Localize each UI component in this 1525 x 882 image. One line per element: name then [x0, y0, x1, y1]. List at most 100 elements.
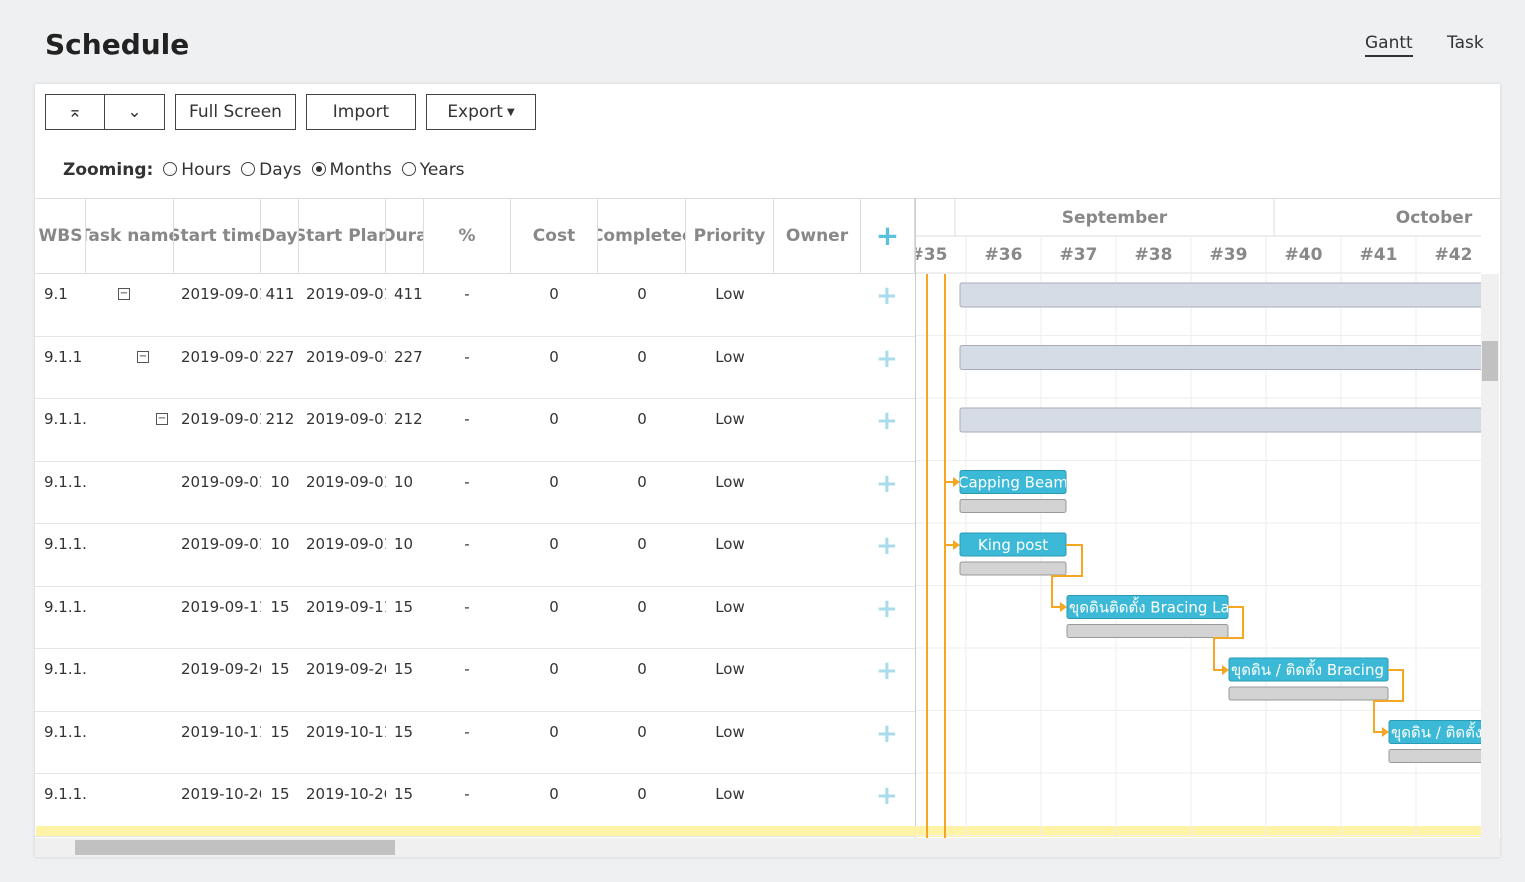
- toggle[interactable]: −: [137, 350, 149, 363]
- cell: Low: [715, 285, 745, 303]
- cell: 2019-09-01: [306, 535, 386, 553]
- expand-all[interactable]: ⌄: [104, 94, 165, 130]
- add-task[interactable]: +: [876, 406, 898, 436]
- week-label: #40: [1285, 245, 1323, 265]
- toggle[interactable]: −: [118, 288, 130, 300]
- summary-bar: [959, 282, 1481, 308]
- cell: -: [464, 285, 470, 303]
- cell: -: [464, 660, 470, 678]
- add-task[interactable]: +: [876, 781, 898, 811]
- add-task[interactable]: +: [876, 468, 898, 499]
- cell: 2019-09-01: [306, 347, 386, 366]
- column-header: Completec: [598, 198, 686, 273]
- h-scroll-thumb[interactable]: [75, 840, 395, 855]
- radio[interactable]: [241, 162, 256, 176]
- zoom-option[interactable]: Months: [329, 160, 392, 180]
- add-task[interactable]: +: [876, 656, 898, 686]
- cell: 0: [549, 660, 559, 678]
- radio[interactable]: [311, 162, 326, 176]
- cell: 0: [549, 410, 559, 428]
- zoom-option[interactable]: Hours: [181, 160, 232, 180]
- v-scroll-thumb[interactable]: [1482, 341, 1498, 381]
- cell: -: [464, 410, 470, 428]
- cell: 10: [394, 535, 414, 553]
- row-border: [35, 523, 915, 524]
- cell: Low: [715, 660, 745, 678]
- button[interactable]: Import: [306, 94, 416, 130]
- cell: 2019-09-01: [306, 285, 386, 303]
- cell: 15: [270, 660, 290, 678]
- cell: 9.1: [44, 285, 68, 303]
- baseline-bar: [1066, 624, 1229, 638]
- month-label: September: [1062, 208, 1168, 228]
- cell: Low: [715, 535, 745, 553]
- v-scrollbar[interactable]: [1481, 274, 1499, 838]
- link-arrow: [1382, 727, 1389, 737]
- cell: 2019-09-11: [181, 597, 261, 616]
- collapse-all[interactable]: ⌅: [45, 94, 105, 130]
- row-border: [35, 648, 915, 649]
- h-scrollbar[interactable]: [35, 838, 1500, 857]
- page-title: Schedule: [45, 28, 190, 61]
- cell: 2019-09-01: [181, 410, 261, 428]
- button[interactable]: Export ▼: [426, 94, 536, 130]
- cell: Low: [715, 472, 745, 491]
- week-label: #42: [1435, 245, 1473, 265]
- week-label: #37: [1060, 245, 1098, 265]
- row-border: [35, 585, 915, 587]
- cell: 10: [270, 472, 290, 491]
- button[interactable]: Full Screen: [175, 94, 296, 130]
- cell: 9.1.1.1: [44, 410, 86, 428]
- cell: 0: [637, 660, 647, 678]
- row-border: [35, 773, 915, 774]
- cell: 15: [394, 597, 414, 616]
- cell: 2019-10-26: [306, 785, 386, 803]
- cell: 15: [270, 722, 290, 741]
- toggle[interactable]: −: [156, 413, 168, 425]
- add-task[interactable]: +: [876, 718, 898, 749]
- task-label: Capping Beam: [958, 474, 1068, 492]
- cell: 2019-09-01: [181, 347, 261, 366]
- cell: -: [464, 597, 470, 616]
- radio[interactable]: [401, 162, 416, 176]
- add-task[interactable]: +: [876, 593, 898, 624]
- zoom-option[interactable]: Years: [419, 160, 465, 180]
- cell: 0: [549, 785, 559, 803]
- cell: 2019-09-01: [306, 410, 386, 428]
- zoom-option[interactable]: Days: [259, 160, 302, 180]
- cell: 0: [637, 285, 647, 303]
- baseline-bar: [959, 499, 1067, 513]
- cell: 2019-09-26: [181, 660, 261, 678]
- cell: 0: [637, 347, 647, 366]
- cell: 2019-10-11: [181, 722, 261, 741]
- cell: 2019-10-26: [181, 785, 261, 803]
- cell: 9.1.1.1: [44, 597, 86, 616]
- column-header: %: [424, 198, 511, 273]
- cell: 411: [265, 285, 295, 303]
- cell: 0: [549, 347, 559, 366]
- cell: 0: [549, 597, 559, 616]
- add-task[interactable]: +: [876, 281, 898, 311]
- add-task[interactable]: +: [876, 343, 898, 374]
- cell: 2019-09-11: [306, 597, 386, 616]
- cell: 15: [394, 785, 414, 803]
- link-arrow: [1222, 665, 1229, 675]
- add-column[interactable]: +: [861, 198, 915, 273]
- button-label: Export: [447, 102, 503, 122]
- cell: 0: [637, 472, 647, 491]
- column-header: WBS: [36, 198, 86, 273]
- week-label: #36: [985, 245, 1023, 265]
- radio[interactable]: [163, 162, 178, 176]
- summary-bar: [959, 345, 1481, 370]
- add-task[interactable]: +: [876, 531, 898, 561]
- week-label: #41: [1360, 245, 1398, 265]
- cell: 2019-09-26: [306, 660, 386, 678]
- link-arrow: [1060, 602, 1067, 612]
- zoom-label: Zooming:: [63, 160, 154, 180]
- row-border: [35, 398, 915, 399]
- cell: Low: [715, 722, 745, 741]
- tab[interactable]: Task: [1447, 33, 1484, 53]
- tab[interactable]: Gantt: [1365, 33, 1413, 57]
- link-arrow: [953, 540, 960, 550]
- cell: 9.1.1.1: [44, 785, 86, 803]
